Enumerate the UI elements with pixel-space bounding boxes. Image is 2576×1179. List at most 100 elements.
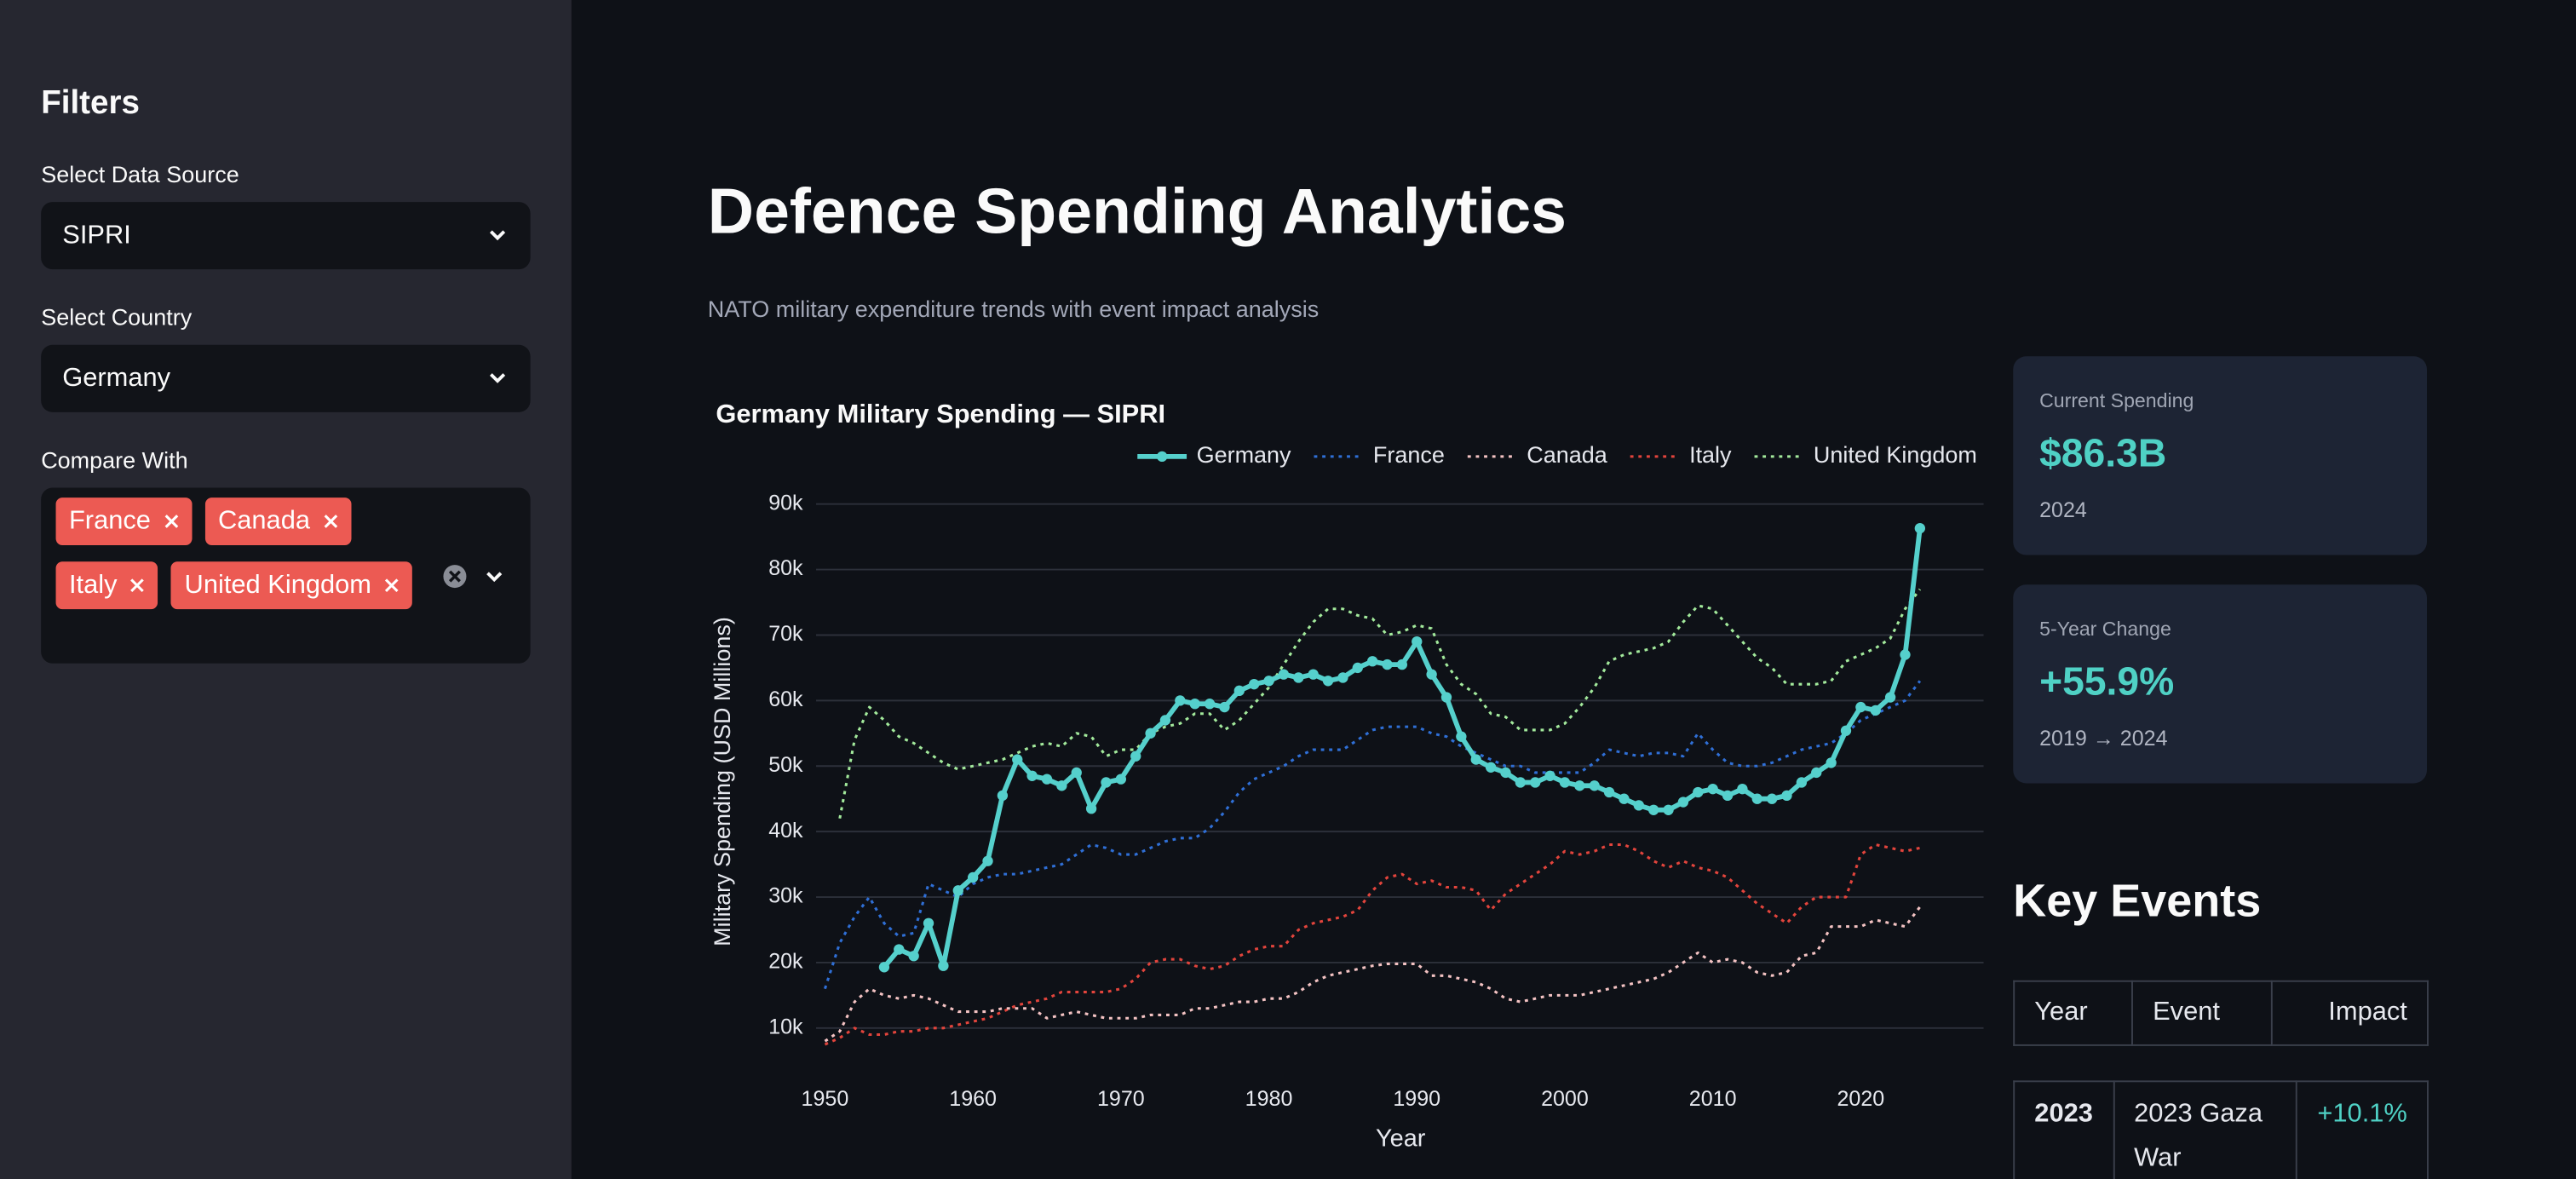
data-point <box>1677 797 1689 808</box>
remove-icon[interactable] <box>164 514 178 528</box>
legend-item: France <box>1314 442 1445 468</box>
data-point <box>1204 699 1216 710</box>
data-point <box>1366 656 1378 667</box>
data-point <box>1619 793 1630 804</box>
tag[interactable]: United Kingdom <box>171 561 413 610</box>
page-title: Defence Spending Analytics <box>707 177 1567 249</box>
legend-label: Germany <box>1197 442 1291 468</box>
tag-label: Canada <box>217 507 311 536</box>
data-point <box>1811 767 1822 779</box>
data-point <box>923 917 934 929</box>
metric-value: $86.3B <box>2039 431 2167 477</box>
data-point <box>908 951 919 962</box>
data-point <box>1263 676 1274 687</box>
event-impact: +10.1% <box>2296 1080 2429 1179</box>
metric-note: 2019 → 2024 <box>2039 725 2168 751</box>
data-point <box>1130 751 1141 762</box>
tag-label: Italy <box>68 571 118 600</box>
data-point <box>1574 780 1585 791</box>
x-tick-label: 1970 <box>1097 1087 1145 1111</box>
remove-icon[interactable] <box>130 578 145 593</box>
chevron-icon <box>489 373 506 383</box>
data-point <box>1382 659 1393 670</box>
chart-title: Germany Military Spending — SIPRI <box>716 399 1165 428</box>
y-tick-label: 60k <box>768 687 803 711</box>
tag-label: United Kingdom <box>184 571 371 600</box>
select-value: SIPRI <box>62 221 131 250</box>
metric-label: 5-Year Change <box>2039 617 2171 641</box>
clear-all-icon[interactable] <box>442 563 469 590</box>
data-point <box>1648 804 1659 815</box>
data-point <box>1071 767 1082 779</box>
data-point <box>1515 777 1527 788</box>
series-line <box>838 588 1922 820</box>
remove-icon[interactable] <box>384 578 399 593</box>
data-point <box>1012 754 1023 765</box>
y-tick-label: 90k <box>768 491 803 515</box>
data-point <box>982 855 993 866</box>
data-point <box>878 962 890 973</box>
series-line <box>824 906 1922 1043</box>
tag[interactable]: Italy <box>55 561 158 610</box>
header-row: Year Event Impact <box>2013 980 2429 1046</box>
data-point <box>1189 699 1200 710</box>
data-point <box>1707 784 1718 795</box>
data-point <box>1530 777 1541 788</box>
x-tick-label: 1990 <box>1393 1087 1440 1111</box>
column-header: Impact <box>2270 980 2429 1046</box>
y-tick-label: 30k <box>768 884 803 908</box>
legend-item: United Kingdom <box>1754 442 1977 468</box>
data-point <box>938 960 949 971</box>
legend-label: Canada <box>1527 442 1607 468</box>
tag[interactable]: Canada <box>204 497 352 545</box>
field-label: Select Data Source <box>41 160 239 187</box>
data-point <box>1870 705 1881 716</box>
data-point <box>1026 770 1038 781</box>
data-point <box>1559 777 1571 788</box>
chart: Germany Military Spending — SIPRI Year M… <box>710 399 1984 1152</box>
x-tick-label: 1980 <box>1245 1087 1293 1111</box>
data-point <box>1900 649 1911 660</box>
y-tick-label: 70k <box>768 622 803 646</box>
metric-value: +55.9% <box>2039 659 2175 705</box>
data-point <box>1233 685 1245 697</box>
data-point <box>1544 770 1555 781</box>
chevron-icon[interactable] <box>485 568 504 584</box>
x-tick-label: 2010 <box>1689 1087 1737 1111</box>
compare-multiselect[interactable]: France Canada Italy United Kingdom <box>41 487 531 664</box>
series-line <box>823 680 1922 990</box>
data-point <box>1589 780 1600 791</box>
data-point <box>1633 800 1644 811</box>
legend-label: United Kingdom <box>1814 442 1977 468</box>
data-point <box>1101 777 1112 788</box>
x-tick-label: 2020 <box>1837 1087 1884 1111</box>
remove-icon[interactable] <box>323 514 337 528</box>
data-point <box>1884 692 1896 703</box>
column-header: Event <box>2131 980 2273 1046</box>
sidebar-title: Filters <box>41 85 140 122</box>
data-point <box>1663 804 1674 815</box>
data-source-select[interactable]: SIPRI <box>41 202 531 270</box>
data-point <box>1693 786 1704 798</box>
data-point <box>1855 701 1866 713</box>
select-value: Germany <box>62 364 171 393</box>
events-table: 2023 2023 Gaza War +10.1% <box>2013 1080 2429 1179</box>
data-point <box>1440 692 1452 703</box>
y-tick-label: 80k <box>768 556 803 580</box>
data-point <box>1766 793 1778 804</box>
data-point <box>1781 790 1792 802</box>
data-point <box>1041 774 1053 785</box>
section-title: Key Events <box>2013 875 2262 927</box>
metric-note: 2024 <box>2039 497 2087 522</box>
data-point <box>1840 725 1852 736</box>
y-axis-title: Military Spending (USD Millions) <box>710 617 735 946</box>
country-select[interactable]: Germany <box>41 344 531 412</box>
data-point <box>1293 672 1304 683</box>
series-line <box>824 843 1921 1046</box>
tag[interactable]: France <box>55 497 193 545</box>
legend-label: Italy <box>1689 442 1732 468</box>
legend-label: France <box>1373 442 1445 468</box>
data-point <box>1085 803 1097 814</box>
metric-label: Current Spending <box>2039 388 2194 412</box>
